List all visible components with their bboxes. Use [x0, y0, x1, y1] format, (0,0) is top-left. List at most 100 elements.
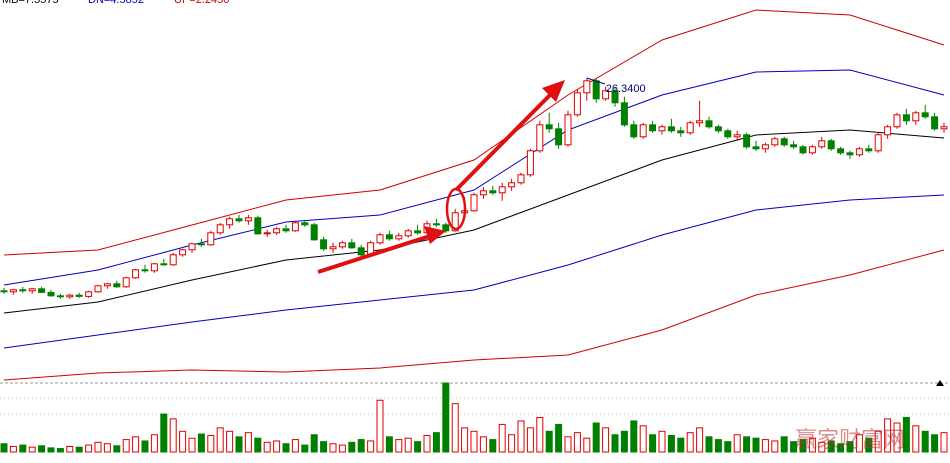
- candle-body: [338, 242, 346, 248]
- arrows: [317, 80, 565, 274]
- candle-body: [235, 218, 243, 222]
- candle-body: [489, 190, 497, 194]
- volume-bar: [696, 427, 704, 453]
- volume-bar: [75, 446, 83, 453]
- arrow-shaft: [454, 93, 552, 192]
- candle-body: [385, 234, 393, 240]
- candle-body: [273, 228, 281, 234]
- volume-bar: [733, 434, 741, 453]
- watermark: 赢家财富网: [795, 428, 905, 453]
- volume-bar: [414, 441, 422, 453]
- volume-bar: [423, 434, 431, 453]
- candle-body: [818, 140, 826, 148]
- volume-bar: [658, 430, 666, 453]
- volume-bar: [874, 430, 882, 453]
- volume-bar: [310, 434, 318, 453]
- candle-body: [216, 224, 224, 234]
- volume-bar: [855, 434, 863, 453]
- volume-bar: [921, 430, 929, 453]
- candle-body: [451, 212, 459, 232]
- volume-bar: [818, 441, 826, 453]
- volume-bar: [461, 427, 469, 453]
- bands: [3, 9, 945, 381]
- volume-bar: [432, 432, 440, 453]
- volume-bar: [85, 444, 93, 453]
- candle-body: [160, 263, 168, 266]
- candle-body: [28, 288, 36, 292]
- volume-bar: [630, 420, 638, 453]
- volume-bar: [160, 413, 168, 453]
- band-line: [3, 69, 945, 286]
- volume-bar: [301, 444, 309, 453]
- volume-bar: [19, 444, 27, 453]
- volume-bar: [611, 434, 619, 453]
- volume-bar: [329, 443, 337, 453]
- candle-body: [56, 295, 64, 298]
- candle-body: [291, 222, 299, 232]
- candle-body: [705, 120, 713, 128]
- volume-bar: [714, 439, 722, 453]
- candle-body: [348, 242, 356, 249]
- volume-bar: [169, 418, 177, 453]
- candle-body: [244, 217, 252, 222]
- annotation-label: 26.3400: [606, 83, 646, 95]
- volumes: [0, 382, 948, 453]
- volume-bar: [226, 430, 234, 453]
- candle-body: [743, 134, 751, 148]
- volume-bar: [508, 434, 516, 453]
- volume-bar: [884, 418, 892, 453]
- candle-body: [564, 114, 572, 146]
- volume-bar: [357, 439, 365, 453]
- candle-body: [555, 128, 563, 146]
- volume-bar: [526, 427, 534, 453]
- volume-bar: [620, 430, 628, 453]
- volume-bar: [583, 437, 591, 453]
- candle-body: [545, 124, 553, 130]
- band-line: [3, 9, 945, 256]
- candle-body: [837, 148, 845, 154]
- candle-body: [865, 148, 873, 152]
- candle-body: [940, 126, 948, 130]
- candle-body: [583, 80, 591, 94]
- volume-bar: [780, 436, 788, 453]
- volume-bar: [9, 445, 17, 453]
- candle-body: [38, 288, 46, 293]
- candle-body: [808, 146, 816, 154]
- candle-body: [432, 223, 440, 226]
- volume-bar: [470, 430, 478, 453]
- volume-bar: [451, 403, 459, 453]
- volume-bar: [743, 436, 751, 453]
- candle-body: [94, 285, 102, 293]
- volume-bar: [705, 436, 713, 453]
- candle-body: [855, 148, 863, 156]
- candle-body: [611, 90, 619, 104]
- highlight-ellipse: [445, 187, 467, 231]
- candle-body: [470, 194, 478, 212]
- volume-bar: [66, 445, 74, 453]
- volume-bar: [367, 440, 375, 453]
- volume-bar: [649, 434, 657, 453]
- candle-body: [931, 116, 939, 130]
- candle-body: [912, 112, 920, 122]
- candle-body: [301, 222, 309, 226]
- volume-bar: [752, 437, 760, 453]
- volume-bar: [244, 432, 252, 453]
- volume-bar: [94, 441, 102, 453]
- volume-bar: [827, 440, 835, 453]
- candle-body: [508, 182, 516, 188]
- arrow-head: [424, 226, 446, 244]
- candle-body: [0, 290, 8, 293]
- candle-body: [771, 138, 779, 146]
- volume-bar: [799, 439, 807, 453]
- volume-bar: [273, 440, 281, 453]
- annotation-leader: [586, 77, 605, 85]
- candle-body: [620, 102, 628, 126]
- candle-body: [884, 126, 892, 136]
- volume-bar: [216, 427, 224, 453]
- candle-body: [536, 124, 544, 152]
- volume-bar: [113, 445, 121, 453]
- candle-body: [602, 90, 610, 100]
- candle-body: [169, 254, 177, 266]
- volume-bar: [385, 436, 393, 453]
- candle-body: [827, 140, 835, 150]
